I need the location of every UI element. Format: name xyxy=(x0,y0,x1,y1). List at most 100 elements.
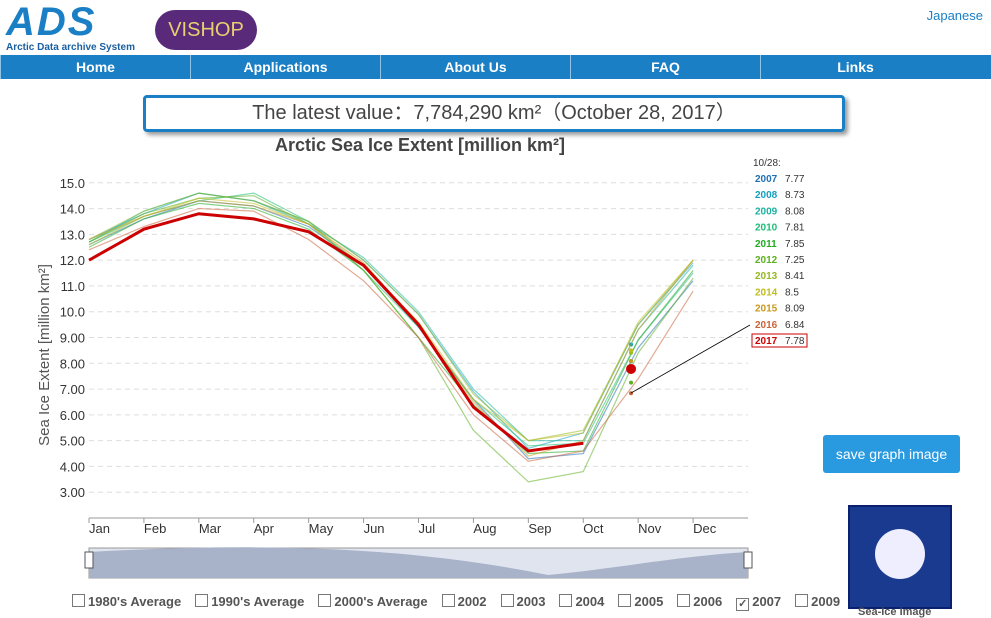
checkbox-label: 2003 xyxy=(516,594,546,609)
nav-item[interactable]: About Us xyxy=(380,55,570,79)
x-tick-label: Oct xyxy=(583,521,604,536)
checkbox-box xyxy=(72,594,85,607)
logo-subtitle: Arctic Data archive System xyxy=(6,42,135,53)
legend-value: 7.77 xyxy=(785,174,805,185)
chart-title: Arctic Sea Ice Extent [million km²] xyxy=(275,135,565,155)
navigator-handle[interactable] xyxy=(743,551,753,569)
legend-value: 7.25 xyxy=(785,255,805,266)
checkbox-box xyxy=(441,594,455,607)
checkbox[interactable]: 2006 xyxy=(677,594,722,611)
legend-value: 8.08 xyxy=(785,206,805,217)
x-tick-label: Sep xyxy=(528,521,551,536)
checkbox-label: 2004 xyxy=(575,594,605,609)
legend-highlight xyxy=(751,333,808,348)
legend-date: 10/28: xyxy=(753,158,781,169)
x-tick-label: Feb xyxy=(144,521,166,536)
checkbox-box xyxy=(559,594,573,607)
legend-value: 6.84 xyxy=(785,320,805,331)
legend-value: 8.73 xyxy=(785,190,805,201)
checkbox-label: 2009 xyxy=(811,594,841,609)
checkbox[interactable]: ✓ 2007 xyxy=(736,594,781,611)
y-tick-label: 6.00 xyxy=(60,408,85,423)
latest-dot xyxy=(629,358,634,363)
checkbox[interactable]: 2003 xyxy=(500,594,546,611)
x-tick-label: Nov xyxy=(638,521,662,536)
series-line xyxy=(88,192,694,450)
sea-ice-thumbnail[interactable] xyxy=(848,505,952,609)
logo[interactable]: ADS Arctic Data archive System xyxy=(6,2,136,54)
nav-item[interactable]: Links xyxy=(760,55,950,79)
y-tick-label: 7.00 xyxy=(60,382,85,397)
series-line xyxy=(88,192,694,442)
latest-dot xyxy=(626,363,637,374)
checkbox[interactable]: 1990's Average xyxy=(195,594,304,611)
legend-value: 7.81 xyxy=(785,223,805,234)
y-tick-label: 15.0 xyxy=(60,176,85,191)
legend-name: 2015 xyxy=(755,304,778,315)
checkbox[interactable]: 2005 xyxy=(618,594,663,611)
x-tick-label: Jan xyxy=(89,521,110,536)
nav-bar: Home Applications About Us FAQ Links xyxy=(0,55,991,79)
series-line xyxy=(88,195,694,483)
checkbox[interactable]: 2009 xyxy=(795,594,840,611)
y-tick-label: 11.0 xyxy=(61,279,85,294)
checkbox[interactable]: 1980's Average xyxy=(72,594,181,611)
latest-banner: The latest value：7,784,290 km²（October 2… xyxy=(143,95,845,132)
y-tick-label: 3.00 xyxy=(60,485,85,500)
checkbox-box xyxy=(677,594,691,607)
checkbox-label: 2005 xyxy=(634,594,664,609)
pointer-line xyxy=(630,324,751,394)
save-button[interactable]: save graph image xyxy=(823,435,960,473)
nav-item[interactable]: Applications xyxy=(190,55,380,79)
series-line xyxy=(88,192,694,447)
legend-value: 7.85 xyxy=(785,239,805,250)
series-line xyxy=(88,200,694,460)
checkbox[interactable]: 2002 xyxy=(441,594,487,611)
y-tick-label: 14.0 xyxy=(60,202,85,217)
x-tick-label: Dec xyxy=(693,521,717,536)
checkbox-label: 2006 xyxy=(693,594,723,609)
legend-value: 7.78 xyxy=(785,336,805,347)
navigator-area xyxy=(89,547,748,578)
language-link[interactable]: Japanese xyxy=(926,8,983,23)
logo-text: ADS xyxy=(6,0,97,44)
navigator-handle[interactable] xyxy=(84,551,94,569)
legend-value: 8.5 xyxy=(785,287,799,298)
checkbox[interactable]: 2004 xyxy=(559,594,604,611)
latest-dot xyxy=(629,380,634,385)
x-tick-label: Jul xyxy=(419,521,436,536)
series-line xyxy=(88,212,584,453)
vishop-logo[interactable]: VISHOP xyxy=(155,10,257,50)
chart: Arctic Sea Ice Extent [million km²] Sea … xyxy=(36,135,808,579)
x-tick-label: Aug xyxy=(473,521,496,536)
legend-name: 2007 xyxy=(755,174,778,185)
y-axis-label: Sea Ice Extent [million km²] xyxy=(36,264,53,446)
legend-value: 8.09 xyxy=(785,304,805,315)
checkbox-label: 1980's Average xyxy=(88,594,182,609)
nav-item[interactable]: Home xyxy=(0,55,190,79)
checkbox-label: 2002 xyxy=(457,594,487,609)
checkbox-row: 1980's Average 1990's Average 2000's Avera… xyxy=(72,594,840,611)
x-tick-label: Jun xyxy=(364,521,385,536)
legend-name: 2011 xyxy=(755,239,777,250)
legend-name: 2016 xyxy=(755,320,778,331)
checkbox-label: 2007 xyxy=(752,594,782,609)
nav-item[interactable]: FAQ xyxy=(570,55,760,79)
y-tick-label: 5.00 xyxy=(60,434,85,449)
sea-ice-caption: Sea-Ice Image xyxy=(858,606,932,618)
checkbox[interactable]: 2000's Average xyxy=(318,594,428,611)
x-tick-label: Mar xyxy=(199,521,222,536)
legend-value: 8.41 xyxy=(785,271,805,282)
legend-name: 2008 xyxy=(755,190,778,201)
y-tick-label: 9.00 xyxy=(60,331,85,346)
legend-name: 2013 xyxy=(755,271,778,282)
series-line xyxy=(88,207,694,462)
checkbox-box xyxy=(618,594,632,607)
y-tick-label: 12.0 xyxy=(60,253,85,268)
checkbox-box xyxy=(500,594,514,607)
latest-dot xyxy=(629,348,634,353)
x-tick-label: Apr xyxy=(254,521,275,536)
legend-name: 2010 xyxy=(755,223,778,234)
y-tick-label: 10.0 xyxy=(60,305,85,320)
y-tick-label: 8.00 xyxy=(60,356,85,371)
